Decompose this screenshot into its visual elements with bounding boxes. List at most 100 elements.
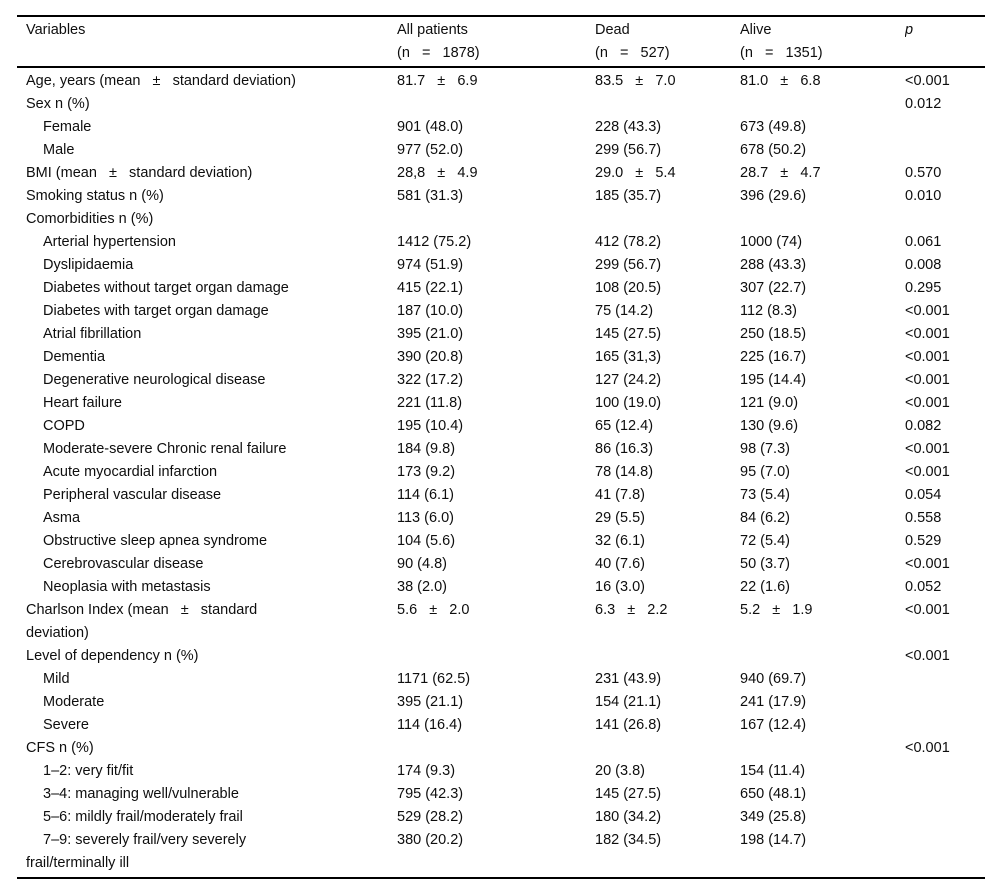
cell-all-patients-value: 395 (21.1) [397, 694, 464, 710]
cell-alive-value: 250 (18.5) [740, 326, 807, 342]
cell-dead-value: 127 (24.2) [595, 372, 662, 388]
cell-dead-value: 108 (20.5) [595, 280, 662, 296]
cell-p-value: 0.529 [905, 533, 942, 549]
table-row: 3–4: managing well/vulnerable 795 (42.3)… [17, 783, 985, 806]
cell-variable-label: Atrial fibrillation [43, 326, 142, 342]
cell-variable-label: Diabetes without target organ damage [43, 280, 289, 296]
cell-alive-value: 154 (11.4) [740, 763, 806, 779]
cell-dead-value: 145 (27.5) [595, 326, 662, 342]
cell-dead-value: 412 (78.2) [595, 234, 662, 250]
cell-alive-value: 72 (5.4) [740, 533, 790, 549]
cell-variable-label: 3–4: managing well/vulnerable [43, 786, 239, 802]
cell-all-patients-value: 38 (2.0) [397, 579, 447, 595]
cell-alive-value: 673 (49.8) [740, 119, 807, 135]
cell-p-value: <0.001 [905, 303, 950, 319]
cell-p-value: <0.001 [905, 395, 950, 411]
cell-dead-value: 141 (26.8) [595, 717, 662, 733]
table-row: Dyslipidaemia 974 (51.9) 299 (56.7) 288 … [17, 254, 985, 277]
column-header-variables: Variables [26, 22, 86, 38]
cell-alive-value: 1000 (74) [740, 234, 803, 250]
cell-all-patients-value: 114 (16.4) [397, 717, 463, 733]
cell-variable-label: CFS n (%) [26, 740, 94, 756]
column-header-p-value: p [905, 22, 914, 38]
table-row: Moderate 395 (21.1) 154 (21.1) 241 (17.9… [17, 691, 985, 714]
table-row: COPD 195 (10.4) 65 (12.4) 130 (9.6) 0.08… [17, 415, 985, 438]
cell-dead-value: 86 (16.3) [595, 441, 654, 457]
cell-dead-value: 6.3 ± 2.2 [595, 602, 668, 618]
cell-p-value: 0.008 [905, 257, 942, 273]
cell-dead-value: 299 (56.7) [595, 257, 662, 273]
cell-variable-label: Moderate-severe Chronic renal failure [43, 441, 287, 457]
baseline-characteristics-table: Variables All patients (n = 1878) Dead (… [17, 15, 985, 879]
cell-p-value: <0.001 [905, 648, 950, 664]
cell-all-patients-value: 795 (42.3) [397, 786, 464, 802]
cell-p-value: 0.010 [905, 188, 942, 204]
table-row: Dementia 390 (20.8) 165 (31,3) 225 (16.7… [17, 346, 985, 369]
cell-variable-label: Obstructive sleep apnea syndrome [43, 533, 268, 549]
cell-dead-value: 228 (43.3) [595, 119, 662, 135]
cell-all-patients-value: 221 (11.8) [397, 395, 463, 411]
cell-variable-label: Charlson Index (mean ± standard deviatio… [26, 602, 258, 641]
cell-all-patients-value: 1412 (75.2) [397, 234, 472, 250]
cell-variable-label: Comorbidities n (%) [26, 211, 154, 227]
cell-variable-label: Sex n (%) [26, 96, 90, 112]
table-row: Sex n (%) 0.012 [17, 93, 985, 116]
cell-variable-label: Cerebrovascular disease [43, 556, 204, 572]
cell-alive-value: 81.0 ± 6.8 [740, 73, 821, 89]
table-row: Female 901 (48.0) 228 (43.3) 673 (49.8) [17, 116, 985, 139]
column-header-alive: Alive (n = 1351) [740, 22, 823, 61]
cell-dead-value: 145 (27.5) [595, 786, 662, 802]
cell-alive-value: 940 (69.7) [740, 671, 807, 687]
table-row: Male 977 (52.0) 299 (56.7) 678 (50.2) [17, 139, 985, 162]
cell-all-patients-value: 380 (20.2) [397, 832, 464, 848]
cell-dead-value: 182 (34.5) [595, 832, 662, 848]
cell-variable-label: Arterial hypertension [43, 234, 176, 250]
cell-variable-label: Female [43, 119, 92, 135]
cell-variable-label: Male [43, 142, 75, 158]
table-header-row: Variables All patients (n = 1878) Dead (… [17, 17, 985, 68]
cell-alive-value: 84 (6.2) [740, 510, 790, 526]
cell-variable-label: 5–6: mildly frail/moderately frail [43, 809, 243, 825]
cell-variable-label: Heart failure [43, 395, 122, 411]
cell-all-patients-value: 529 (28.2) [397, 809, 464, 825]
cell-alive-value: 5.2 ± 1.9 [740, 602, 813, 618]
table-row: CFS n (%) <0.001 [17, 737, 985, 760]
cell-all-patients-value: 1171 (62.5) [397, 671, 471, 687]
table-row: BMI (mean ± standard deviation) 28,8 ± 4… [17, 162, 985, 185]
cell-p-value: <0.001 [905, 349, 950, 365]
cell-alive-value: 307 (22.7) [740, 280, 807, 296]
cell-variable-label: Asma [43, 510, 81, 526]
cell-dead-value: 78 (14.8) [595, 464, 654, 480]
cell-all-patients-value: 90 (4.8) [397, 556, 447, 572]
cell-alive-value: 650 (48.1) [740, 786, 807, 802]
cell-variable-label: Mild [43, 671, 70, 687]
cell-p-value: <0.001 [905, 740, 950, 756]
cell-alive-value: 22 (1.6) [740, 579, 790, 595]
table-row: Diabetes without target organ damage 415… [17, 277, 985, 300]
cell-dead-value: 299 (56.7) [595, 142, 662, 158]
cell-alive-value: 396 (29.6) [740, 188, 807, 204]
cell-alive-value: 288 (43.3) [740, 257, 807, 273]
cell-variable-label: Neoplasia with metastasis [43, 579, 211, 595]
cell-all-patients-value: 173 (9.2) [397, 464, 456, 480]
cell-all-patients-value: 113 (6.0) [397, 510, 454, 526]
cell-all-patients-value: 974 (51.9) [397, 257, 464, 273]
cell-p-value: <0.001 [905, 372, 950, 388]
cell-alive-value: 130 (9.6) [740, 418, 799, 434]
cell-alive-value: 28.7 ± 4.7 [740, 165, 821, 181]
cell-alive-value: 73 (5.4) [740, 487, 790, 503]
table-row: Asma 113 (6.0) 29 (5.5) 84 (6.2) 0.558 [17, 507, 985, 530]
cell-alive-value: 198 (14.7) [740, 832, 807, 848]
column-header-all-patients: All patients (n = 1878) [397, 22, 480, 61]
cell-all-patients-value: 195 (10.4) [397, 418, 464, 434]
cell-p-value: 0.295 [905, 280, 942, 296]
cell-all-patients-value: 81.7 ± 6.9 [397, 73, 478, 89]
table-row: Comorbidities n (%) [17, 208, 985, 231]
cell-all-patients-value: 28,8 ± 4.9 [397, 165, 478, 181]
cell-variable-label: Severe [43, 717, 89, 733]
column-header-dead: Dead (n = 527) [595, 22, 670, 61]
cell-alive-value: 349 (25.8) [740, 809, 807, 825]
table-body: Age, years (mean ± standard deviation) 8… [17, 68, 985, 877]
cell-p-value: <0.001 [905, 73, 950, 89]
cell-variable-label: Degenerative neurological disease [43, 372, 266, 388]
